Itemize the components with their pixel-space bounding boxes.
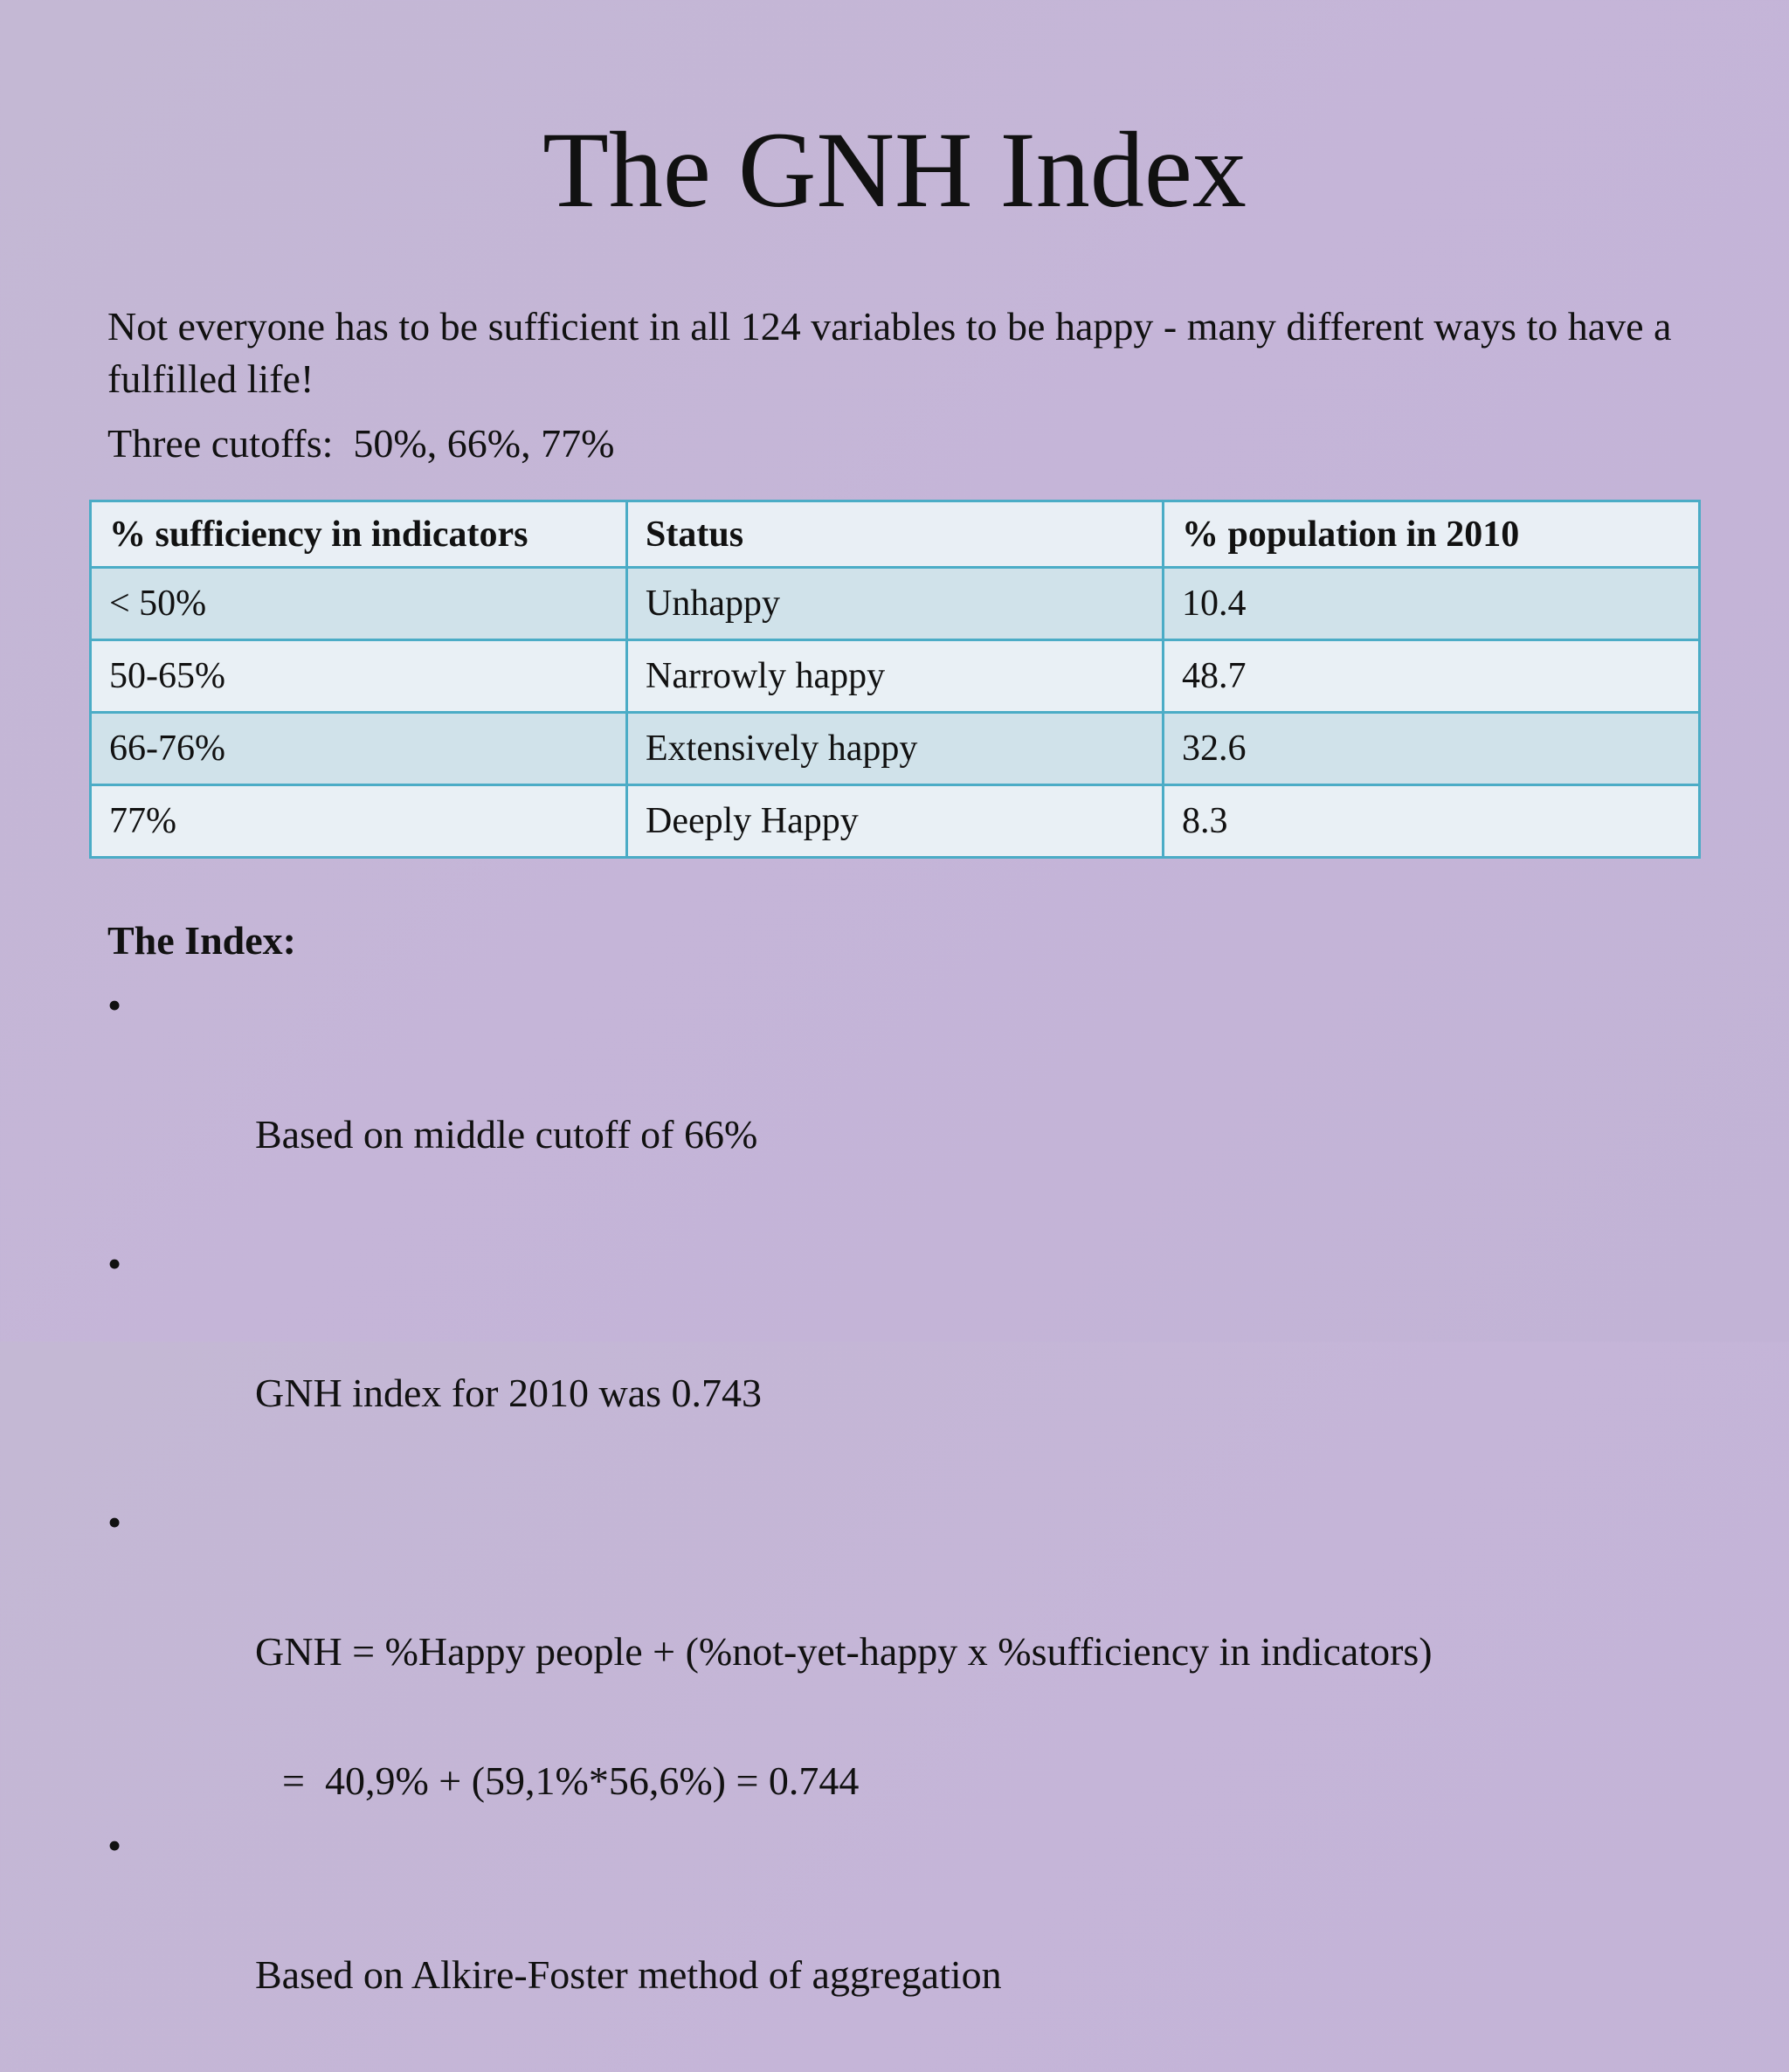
list-item: • GNH index for 2010 was 0.743 [107, 1232, 1680, 1490]
bullet-marker: • [107, 983, 122, 1027]
bullet-text: Based on Alkire-Foster method of aggrega… [255, 1952, 1002, 1997]
cell-sufficiency: 50-65% [89, 639, 628, 714]
intro-text: Not everyone has to be sufficient in all… [107, 304, 1672, 401]
table-row: 77% Deeply Happy 8.3 [89, 784, 1701, 859]
cell-status: Unhappy [625, 566, 1164, 641]
table-header-row: % sufficiency in indicators Status % pop… [89, 500, 1701, 569]
index-bullet-list: • Based on middle cutoff of 66% • GNH in… [107, 973, 1680, 1749]
formula-continuation: = 40,9% + (59,1%*56,6%) = 0.744 [282, 1758, 860, 1803]
cutoffs-text: Three cutoffs: 50%, 66%, 77% [107, 421, 615, 466]
cell-sufficiency: 66-76% [89, 711, 628, 786]
header-status: Status [625, 500, 1164, 569]
slide: The GNH Index Not everyone has to be suf… [89, 110, 1701, 1997]
cell-status: Deeply Happy [625, 784, 1164, 859]
bullet-text: GNH index for 2010 was 0.743 [255, 1371, 763, 1415]
index-section: The Index: • Based on middle cutoff of 6… [107, 908, 1680, 2072]
table-row: < 50% Unhappy 10.4 [89, 566, 1701, 641]
list-item: • Based on Alkire-Foster method of aggre… [107, 1813, 1680, 2072]
bullet-text: Based on middle cutoff of 66% [255, 1112, 758, 1157]
list-item: • Based on middle cutoff of 66% [107, 973, 1680, 1232]
cell-status: Narrowly happy [625, 639, 1164, 714]
bullet-marker: • [107, 1241, 122, 1286]
cell-population: 48.7 [1162, 639, 1701, 714]
cell-sufficiency: 77% [89, 784, 628, 859]
bullet-marker: • [107, 1500, 122, 1544]
slide-title: The GNH Index [542, 110, 1247, 230]
cell-status: Extensively happy [625, 711, 1164, 786]
table-row: 66-76% Extensively happy 32.6 [89, 711, 1701, 786]
cell-population: 10.4 [1162, 566, 1701, 641]
list-item: • GNH = %Happy people + (%not-yet-happy … [107, 1490, 1680, 1749]
header-sufficiency: % sufficiency in indicators [89, 500, 628, 569]
cell-sufficiency: < 50% [89, 566, 628, 641]
gnh-status-table: % sufficiency in indicators Status % pop… [89, 500, 1701, 859]
bullet-marker: • [107, 1823, 122, 1868]
cell-population: 8.3 [1162, 784, 1701, 859]
bullet-text: GNH = %Happy people + (%not-yet-happy x … [255, 1629, 1433, 1674]
index-bullet-list-last: • Based on Alkire-Foster method of aggre… [107, 1813, 1680, 2072]
header-population: % population in 2010 [1162, 500, 1701, 569]
cell-population: 32.6 [1162, 711, 1701, 786]
index-heading: The Index: [107, 918, 296, 963]
table-row: 50-65% Narrowly happy 48.7 [89, 639, 1701, 714]
